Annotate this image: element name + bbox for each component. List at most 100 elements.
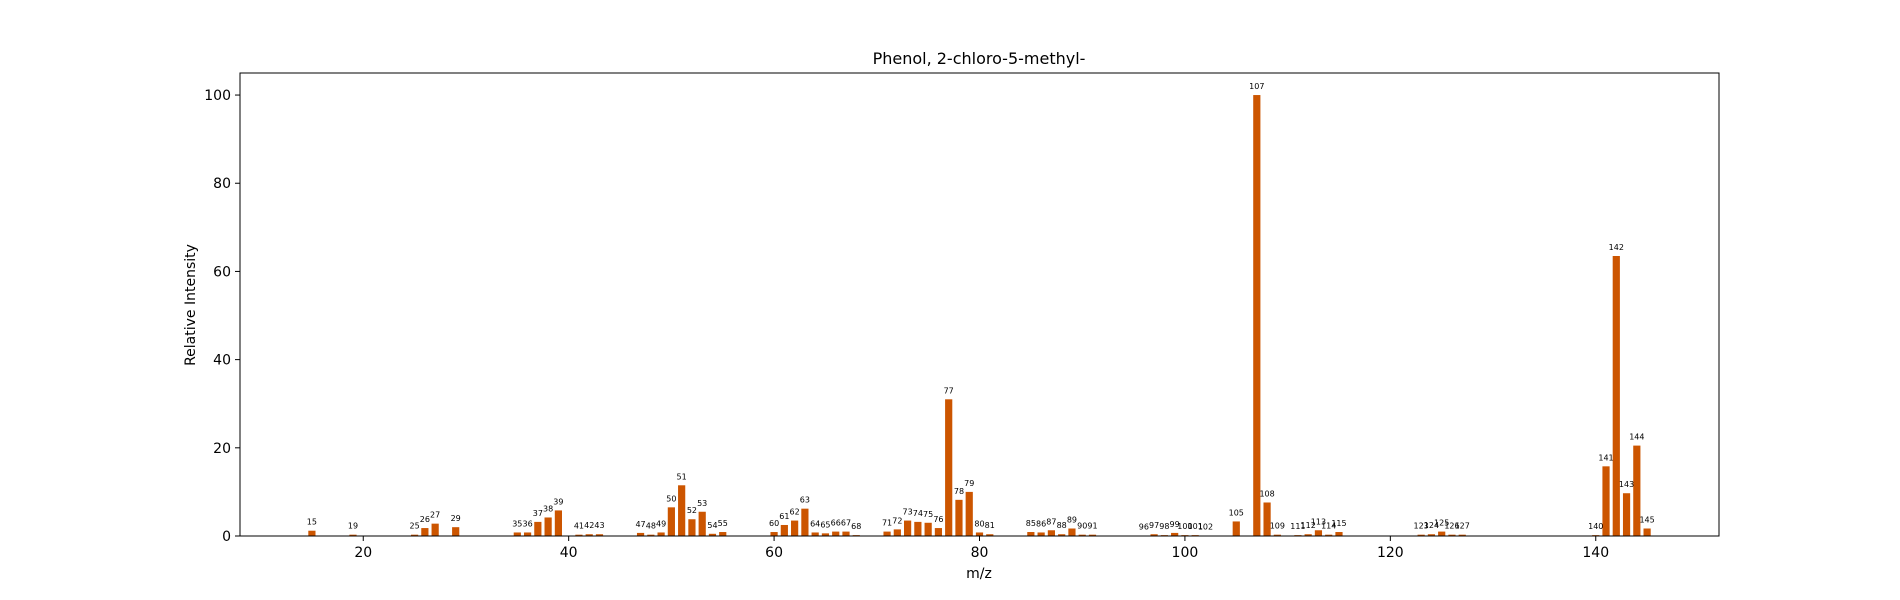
y-axis-ticks: 0 20 40 60 80 100: [204, 88, 240, 545]
peak-label-141: 141: [1598, 453, 1613, 462]
peak-label-52: 52: [687, 506, 697, 515]
peak-label-140: 140: [1588, 522, 1603, 531]
bar-mz-51: [678, 485, 685, 536]
y-axis-label: Relative Intensity: [183, 244, 199, 366]
bar-mz-74: [914, 522, 921, 536]
peak-label-61: 61: [779, 512, 789, 521]
bar-mz-78: [955, 500, 962, 536]
peak-label-64: 64: [810, 519, 820, 528]
bar-mz-26: [421, 528, 428, 536]
peak-label-75: 75: [923, 510, 933, 519]
bar-mz-72: [894, 529, 901, 536]
peak-label-29: 29: [451, 514, 461, 523]
peak-label-62: 62: [790, 508, 800, 517]
peak-label-19: 19: [348, 522, 358, 531]
bar-mz-39: [555, 510, 562, 536]
bar-mz-77: [945, 399, 952, 536]
peak-label-88: 88: [1057, 521, 1067, 530]
peak-label-145: 145: [1639, 516, 1654, 525]
peak-label-53: 53: [697, 499, 707, 508]
peak-label-25: 25: [410, 522, 420, 531]
bar-mz-143: [1623, 493, 1630, 536]
peak-label-96: 96: [1139, 523, 1149, 532]
bar-mz-105: [1233, 521, 1240, 536]
peak-label-89: 89: [1067, 516, 1077, 525]
x-tick-label: 40: [560, 545, 578, 561]
bar-mz-64: [812, 532, 819, 536]
bar-mz-80: [976, 532, 983, 536]
bar-mz-60: [770, 532, 777, 536]
peak-label-80: 80: [974, 519, 984, 528]
peak-label-105: 105: [1229, 508, 1244, 517]
peak-label-51: 51: [677, 472, 687, 481]
peak-label-85: 85: [1026, 519, 1036, 528]
peak-label-108: 108: [1259, 489, 1274, 498]
peak-label-36: 36: [522, 519, 532, 528]
peak-label-72: 72: [892, 516, 902, 525]
peak-label-81: 81: [985, 521, 995, 530]
bar-mz-76: [935, 528, 942, 536]
peak-label-91: 91: [1087, 522, 1097, 531]
bar-mz-87: [1048, 530, 1055, 536]
peak-label-38: 38: [543, 504, 553, 513]
x-tick-label: 60: [765, 545, 783, 561]
chart-title: Phenol, 2-chloro-5-methyl-: [873, 49, 1086, 68]
peak-label-90: 90: [1077, 522, 1087, 531]
peak-label-71: 71: [882, 519, 892, 528]
peak-label-102: 102: [1198, 523, 1213, 532]
bar-mz-79: [966, 492, 973, 536]
peak-label-66: 66: [831, 519, 841, 528]
peak-label-73: 73: [903, 508, 913, 517]
peak-label-27: 27: [430, 511, 440, 520]
peak-label-35: 35: [512, 519, 522, 528]
bar-mz-37: [534, 522, 541, 536]
peak-label-42: 42: [584, 521, 594, 530]
y-tick-label: 60: [213, 264, 231, 280]
peak-label-107: 107: [1249, 82, 1264, 91]
peak-label-109: 109: [1270, 522, 1285, 531]
bar-mz-49: [658, 532, 665, 536]
bar-mz-61: [781, 525, 788, 536]
peak-label-47: 47: [635, 520, 645, 529]
bar-mz-107: [1253, 95, 1260, 536]
bar-mz-85: [1027, 532, 1034, 536]
bar-mz-75: [925, 523, 932, 536]
bar-mz-53: [699, 512, 706, 536]
bar-mz-66: [832, 532, 839, 536]
y-tick-label: 40: [213, 353, 231, 369]
peak-label-78: 78: [954, 487, 964, 496]
bar-mz-15: [308, 531, 315, 536]
peak-label-49: 49: [656, 519, 666, 528]
bar-mz-145: [1644, 529, 1651, 537]
peak-label-127: 127: [1455, 522, 1470, 531]
peak-label-115: 115: [1331, 519, 1346, 528]
plot-frame: [240, 73, 1719, 536]
peak-label-54: 54: [707, 521, 717, 530]
peak-label-74: 74: [913, 509, 923, 518]
bar-mz-73: [904, 521, 911, 536]
peak-label-15: 15: [307, 518, 317, 527]
peak-label-48: 48: [646, 522, 656, 531]
bar-mz-35: [514, 532, 521, 536]
x-tick-label: 100: [1172, 545, 1199, 561]
peak-label-98: 98: [1159, 522, 1169, 531]
peak-label-41: 41: [574, 522, 584, 531]
x-tick-label: 140: [1582, 545, 1609, 561]
bar-mz-29: [452, 527, 459, 536]
bar-mz-62: [791, 521, 798, 536]
peak-label-142: 142: [1609, 243, 1624, 252]
bar-mz-67: [842, 532, 849, 536]
bar-mz-113: [1315, 530, 1322, 536]
peak-label-37: 37: [533, 509, 543, 518]
bar-mz-142: [1613, 256, 1620, 536]
bar-mz-71: [883, 532, 890, 536]
peak-label-87: 87: [1046, 517, 1056, 526]
x-axis-label: m/z: [966, 566, 992, 582]
bar-mz-50: [668, 507, 675, 536]
bars-group: [308, 95, 1650, 536]
peak-label-143: 143: [1619, 480, 1634, 489]
peak-label-43: 43: [594, 521, 604, 530]
peak-label-97: 97: [1149, 521, 1159, 530]
